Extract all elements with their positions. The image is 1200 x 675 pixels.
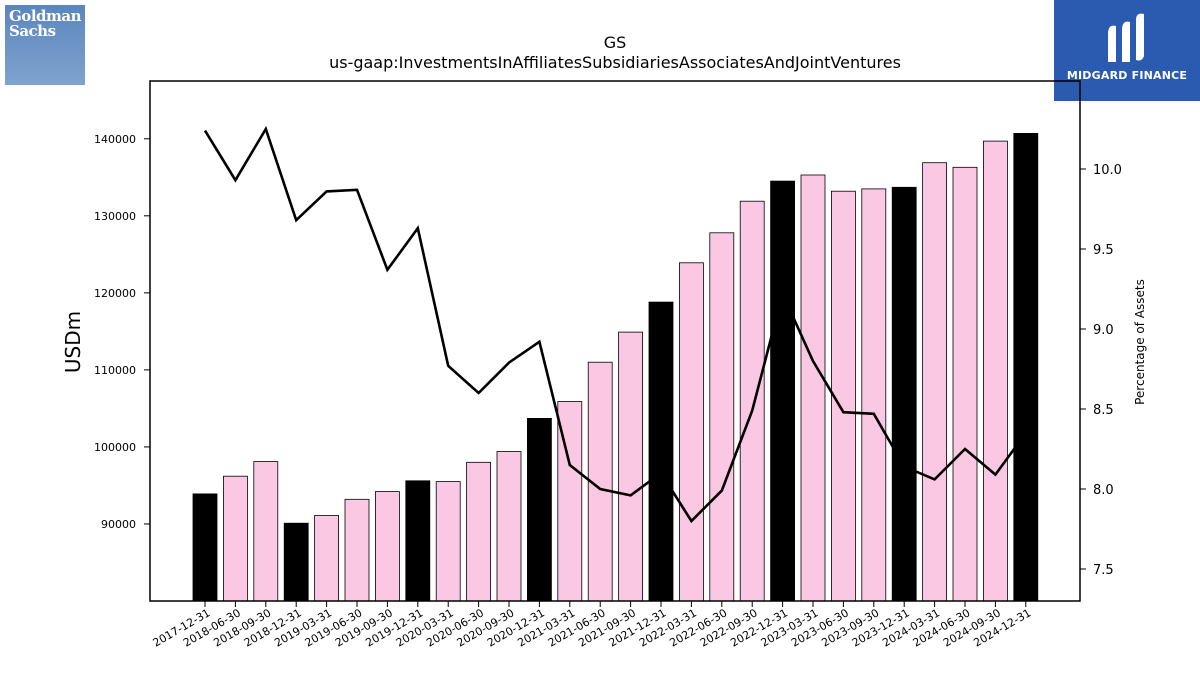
- bar: [253, 461, 279, 602]
- bar: [314, 515, 340, 602]
- bar: [922, 162, 947, 602]
- bar: [861, 188, 887, 602]
- plot-frame: [149, 80, 1081, 602]
- y2-tick-label: 8.0: [1093, 483, 1114, 498]
- chart-title: GS: [604, 33, 627, 52]
- bar: [1013, 132, 1039, 602]
- line-group: [203, 125, 1027, 524]
- y-axis-label: USDm: [61, 311, 85, 373]
- y-tick-label: 140000: [94, 133, 136, 146]
- bar: [709, 232, 735, 602]
- bar: [952, 166, 978, 602]
- bar: [496, 451, 522, 602]
- bar-group: [192, 132, 1039, 602]
- y-tick-label: 110000: [94, 364, 136, 377]
- bar: [648, 301, 674, 602]
- bar: [983, 140, 1008, 602]
- y-tick-label: 120000: [94, 287, 136, 300]
- bar: [618, 331, 643, 602]
- bar: [283, 522, 309, 602]
- chart-subtitle: us-gaap:InvestmentsInAffiliatesSubsidiar…: [329, 53, 901, 72]
- y-tick-label: 100000: [94, 441, 136, 454]
- midgard-mark-icon: [1108, 13, 1144, 62]
- bar: [679, 262, 704, 602]
- bar: [344, 498, 370, 602]
- bar: [435, 481, 461, 602]
- bar: [192, 493, 218, 602]
- y2-tick-label: 10.0: [1093, 163, 1122, 178]
- midgard-finance-logo-text: MIDGARD FINANCE: [1066, 69, 1188, 82]
- bar: [770, 180, 795, 602]
- y-tick-label: 130000: [94, 210, 136, 223]
- bar: [222, 475, 248, 602]
- y-tick-label: 90000: [101, 518, 136, 531]
- y2-tick-label: 7.5: [1093, 563, 1114, 578]
- percentage-line: [203, 125, 1027, 524]
- bar: [527, 417, 552, 602]
- bar: [891, 186, 917, 602]
- bar: [466, 461, 492, 602]
- y2-tick-label: 9.5: [1093, 243, 1114, 258]
- bar: [800, 174, 826, 602]
- bar: [739, 200, 765, 602]
- midgard-finance-logo: MIDGARD FINANCE: [1054, 0, 1200, 101]
- goldman-sachs-logo-text: Goldman Sachs: [9, 7, 82, 40]
- y2-tick-label: 9.0: [1093, 323, 1114, 338]
- goldman-sachs-logo: Goldman Sachs: [5, 5, 85, 85]
- bar: [374, 491, 400, 602]
- bar: [405, 480, 431, 602]
- y2-tick-label: 8.5: [1093, 403, 1114, 418]
- y2-axis-label: Percentage of Assets: [1133, 279, 1147, 405]
